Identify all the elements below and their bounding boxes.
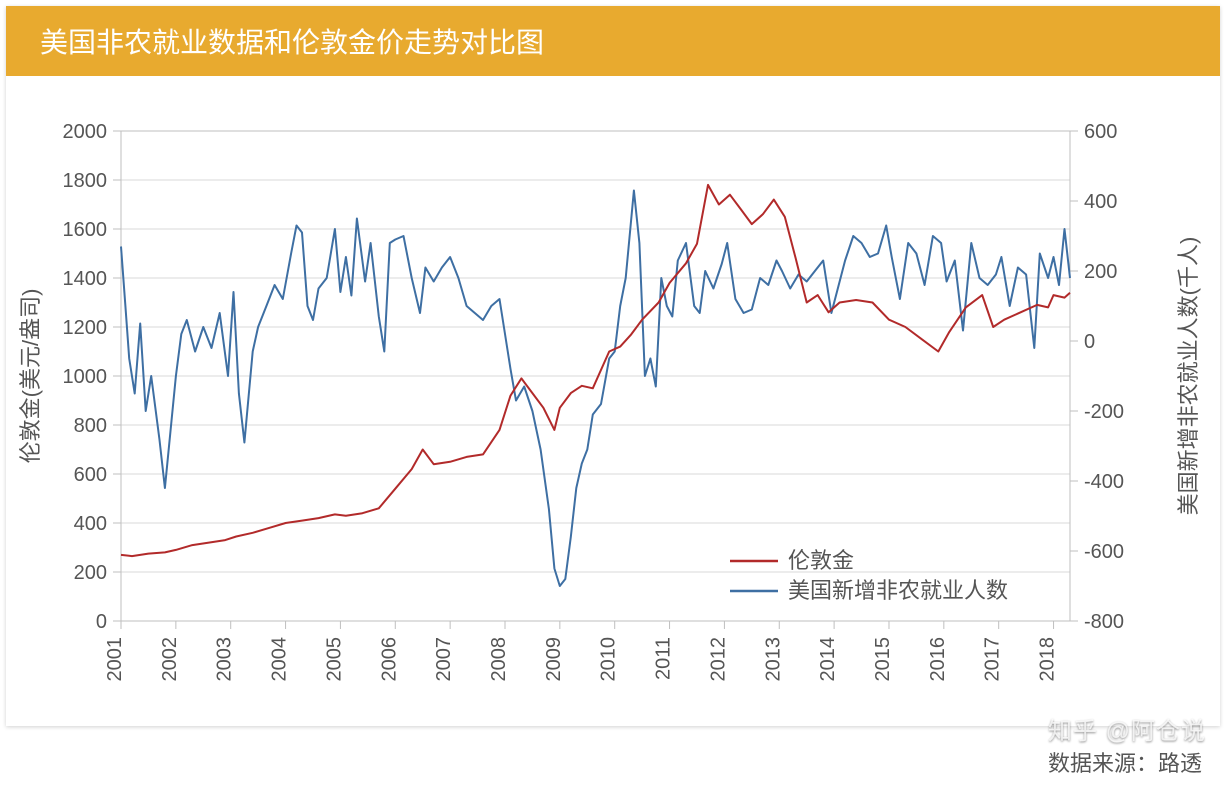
chart-title: 美国非农就业数据和伦敦金价走势对比图 xyxy=(40,21,544,61)
svg-text:2004: 2004 xyxy=(269,637,291,682)
svg-text:1400: 1400 xyxy=(63,268,108,290)
svg-text:400: 400 xyxy=(74,513,107,535)
svg-text:2006: 2006 xyxy=(378,637,400,682)
legend-label: 美国新增非农就业人数 xyxy=(788,578,1008,603)
svg-text:2014: 2014 xyxy=(817,637,839,682)
svg-text:400: 400 xyxy=(1084,191,1117,213)
svg-text:2018: 2018 xyxy=(1037,637,1059,682)
svg-text:2011: 2011 xyxy=(653,637,675,680)
chart-card: 美国非农就业数据和伦敦金价走势对比图 0 200 400 600 800 1000 1200… xyxy=(6,6,1220,726)
svg-text:2005: 2005 xyxy=(323,637,345,682)
svg-text:2017: 2017 xyxy=(982,637,1004,682)
svg-text:2016: 2016 xyxy=(927,637,949,682)
svg-text:2010: 2010 xyxy=(598,637,620,682)
data-source-label: 数据来源：路透 xyxy=(1048,746,1202,778)
y-left-title: 伦敦金(美元/盎司) xyxy=(18,289,43,464)
svg-text:600: 600 xyxy=(1084,121,1117,143)
svg-text:0: 0 xyxy=(96,611,107,633)
svg-text:-800: -800 xyxy=(1084,611,1124,633)
dual-axis-line-chart: 0200400600800100012001400160018002000-80… xyxy=(6,76,1220,726)
svg-text:-600: -600 xyxy=(1084,541,1124,563)
nfp-line xyxy=(121,191,1070,587)
svg-text:2009: 2009 xyxy=(543,637,565,682)
svg-text:600: 600 xyxy=(74,464,107,486)
svg-text:2013: 2013 xyxy=(762,637,784,682)
legend-label: 伦敦金 xyxy=(788,548,854,573)
svg-text:1000: 1000 xyxy=(63,366,108,388)
svg-text:2003: 2003 xyxy=(214,637,236,682)
svg-text:1200: 1200 xyxy=(63,317,108,339)
chart-area: 0200400600800100012001400160018002000-80… xyxy=(6,76,1220,726)
svg-text:1800: 1800 xyxy=(63,170,108,192)
svg-text:200: 200 xyxy=(74,562,107,584)
svg-text:1600: 1600 xyxy=(63,219,108,241)
legend: 伦敦金美国新增非农就业人数 xyxy=(730,548,1008,603)
svg-text:2002: 2002 xyxy=(159,637,181,682)
svg-text:-200: -200 xyxy=(1084,401,1124,423)
svg-text:0: 0 xyxy=(1084,331,1095,353)
svg-text:2000: 2000 xyxy=(63,121,108,143)
svg-text:200: 200 xyxy=(1084,261,1117,283)
y-right-title: 美国新增非农就业人数(千人) xyxy=(1176,237,1201,516)
svg-text:800: 800 xyxy=(74,415,107,437)
svg-text:-400: -400 xyxy=(1084,471,1124,493)
svg-text:2001: 2001 xyxy=(104,637,126,682)
svg-text:2007: 2007 xyxy=(433,637,455,682)
gold-line xyxy=(121,185,1070,556)
svg-text:2015: 2015 xyxy=(872,637,894,682)
svg-text:2008: 2008 xyxy=(488,637,510,682)
chart-title-bar: 美国非农就业数据和伦敦金价走势对比图 xyxy=(6,6,1220,76)
svg-text:2012: 2012 xyxy=(707,637,729,682)
